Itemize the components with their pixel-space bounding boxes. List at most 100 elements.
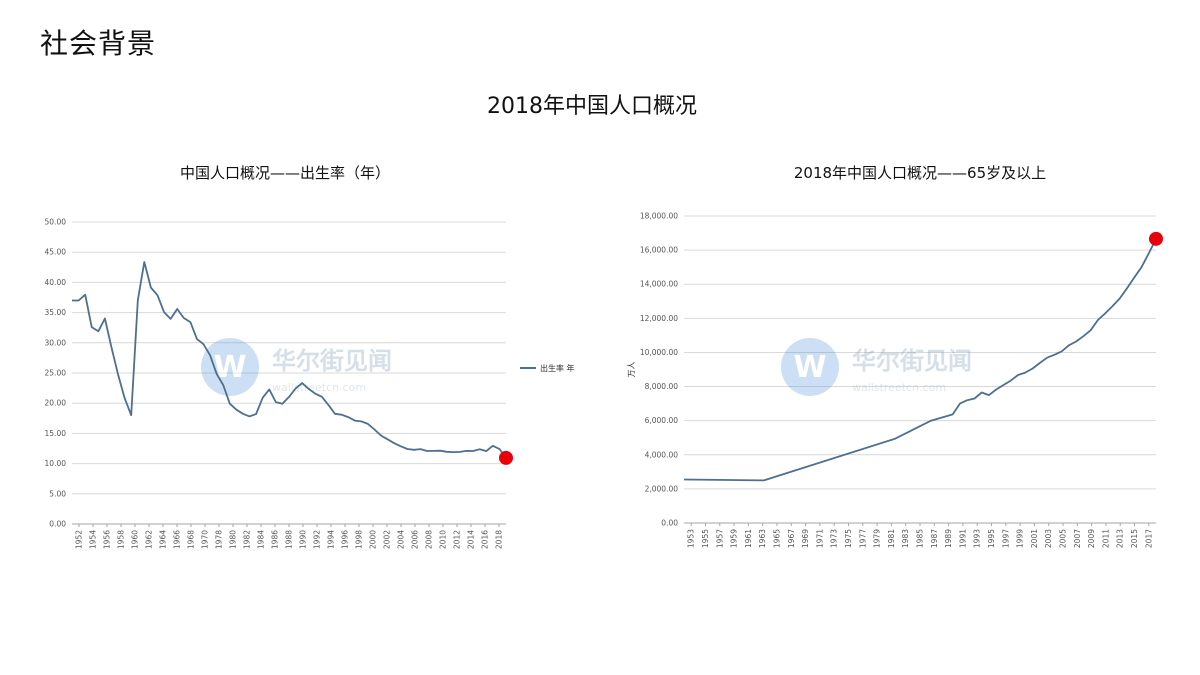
x-tick-label: 1962 <box>145 530 154 549</box>
x-tick-label: 1988 <box>285 530 294 549</box>
slide-title: 2018年中国人口概况 <box>487 94 697 119</box>
x-tick-label: 1973 <box>830 529 839 548</box>
x-tick-label: 1964 <box>159 530 168 549</box>
x-tick-label: 2012 <box>453 530 462 549</box>
x-tick-label: 1969 <box>801 529 810 548</box>
y-tick-label: 10,000.00 <box>640 348 678 357</box>
y-tick-label: 14,000.00 <box>640 280 678 289</box>
y-tick-label: 6,000.00 <box>645 416 679 425</box>
x-tick-label: 1953 <box>687 529 696 548</box>
x-tick-label: 1957 <box>715 529 724 548</box>
y-tick-label: 0.00 <box>49 520 66 529</box>
x-tick-label: 1986 <box>271 530 280 549</box>
watermark: W 华尔街见闻 wallstreetcn.com <box>201 338 392 396</box>
y-tick-label: 40.00 <box>45 278 67 287</box>
y-axis-label: 万人 <box>627 362 636 378</box>
watermark-name: 华尔街见闻 <box>852 347 972 375</box>
x-tick-label: 2014 <box>467 530 476 549</box>
y-tick-label: 5.00 <box>49 489 66 498</box>
x-tick-label: 1977 <box>858 529 867 548</box>
x-tick-label: 2000 <box>369 530 378 549</box>
x-tick-label: 1980 <box>229 530 238 549</box>
x-tick-label: 1956 <box>103 530 112 549</box>
x-tick-label: 1984 <box>257 530 266 549</box>
x-tick-label: 1994 <box>327 530 336 549</box>
x-tick-label: 1995 <box>987 529 996 548</box>
x-tick-label: 2015 <box>1130 529 1139 548</box>
birth-rate-line-chart: 0.00 5.00 10.00 15.00 20.00 25.00 30.00 35.00 40… <box>45 218 575 550</box>
x-tick-label: 1975 <box>844 529 853 548</box>
x-tick-label: 1966 <box>173 530 182 549</box>
x-tick-label: 2001 <box>1030 529 1039 548</box>
x-tick-label: 1993 <box>973 529 982 548</box>
watermark-name: 华尔街见闻 <box>272 347 392 375</box>
x-tick-label: 2016 <box>481 530 490 549</box>
x-tick-label: 1970 <box>201 530 210 549</box>
x-tick-label: 2011 <box>1101 529 1110 548</box>
x-tick-label: 1989 <box>944 529 953 548</box>
x-tick-label: 1967 <box>787 529 796 548</box>
series-line-0 <box>72 261 507 459</box>
x-tick-label: 1992 <box>313 530 322 549</box>
x-tick-label: 1968 <box>187 530 196 549</box>
y-tick-label: 20.00 <box>45 399 67 408</box>
y-tick-label: 10.00 <box>45 459 67 468</box>
y-tick-label: 16,000.00 <box>640 246 678 255</box>
x-tick-label: 2002 <box>383 530 392 549</box>
x-tick-label: 1958 <box>117 530 126 549</box>
y-tick-label: 35.00 <box>45 308 67 317</box>
x-tick-label: 2006 <box>411 530 420 549</box>
x-tick-label: 1955 <box>701 529 710 548</box>
watermark: W 华尔街见闻 wallstreetcn.com <box>781 338 972 396</box>
x-tick-label: 2018 <box>495 530 504 549</box>
y-tick-label: 4,000.00 <box>645 450 679 459</box>
x-tick-label: 2009 <box>1087 529 1096 548</box>
watermark-url: wallstreetcn.com <box>272 381 366 394</box>
watermark-logo-letter: W <box>213 350 246 385</box>
legend-label: 出生率 年 <box>540 363 575 373</box>
elderly-population-chart-title: 2018年中国人口概况——65岁及以上 <box>793 164 1047 182</box>
x-tick-label: 1982 <box>243 530 252 549</box>
y-tick-label: 50.00 <box>45 218 67 227</box>
x-tick-label: 1991 <box>958 529 967 548</box>
watermark-logo-icon <box>201 338 259 396</box>
x-tick-label: 1952 <box>75 530 84 549</box>
x-tick-label: 1996 <box>341 530 350 549</box>
x-tick-label: 1959 <box>730 529 739 548</box>
x-tick-label: 1981 <box>887 529 896 548</box>
x-tick-label: 1971 <box>815 529 824 548</box>
x-tick-label: 1978 <box>215 530 224 549</box>
latest-value-marker <box>499 450 513 465</box>
y-tick-label: 2,000.00 <box>645 484 679 493</box>
elderly-population-line-chart: 0.00 2,000.00 4,000.00 6,000.00 8,000.00 10,0… <box>627 212 1163 548</box>
x-tick-label: 1961 <box>744 529 753 548</box>
x-tick-label: 1985 <box>916 529 925 548</box>
y-tick-label: 25.00 <box>45 369 67 378</box>
x-tick-label: 2004 <box>397 530 406 549</box>
latest-value-marker <box>1149 231 1163 246</box>
x-tick-label: 1999 <box>1016 529 1025 548</box>
x-tick-label: 2008 <box>425 530 434 549</box>
x-tick-label: 1998 <box>355 530 364 549</box>
x-tick-label: 2013 <box>1116 529 1125 548</box>
x-tick-label: 2003 <box>1044 529 1053 548</box>
y-tick-label: 18,000.00 <box>640 212 678 221</box>
y-tick-label: 30.00 <box>45 338 67 347</box>
watermark-logo-letter: W <box>793 350 826 385</box>
x-tick-label: 2017 <box>1144 529 1153 548</box>
page-heading: 社会背景 <box>40 27 157 60</box>
x-tick-label: 1954 <box>89 530 98 549</box>
x-tick-label: 1963 <box>758 529 767 548</box>
x-tick-label: 2005 <box>1059 529 1068 548</box>
series-line-0 <box>683 238 1157 482</box>
y-tick-label: 8,000.00 <box>645 382 679 391</box>
y-tick-label: 12,000.00 <box>640 314 678 323</box>
y-tick-label: 0.00 <box>661 519 678 528</box>
x-tick-label: 1983 <box>901 529 910 548</box>
birth-rate-chart-title: 中国人口概况——出生率（年） <box>179 164 390 182</box>
x-tick-label: 2010 <box>439 530 448 549</box>
x-tick-label: 1960 <box>131 530 140 549</box>
x-tick-label: 1979 <box>873 529 882 548</box>
x-tick-label: 1990 <box>299 530 308 549</box>
x-tick-label: 1997 <box>1001 529 1010 548</box>
